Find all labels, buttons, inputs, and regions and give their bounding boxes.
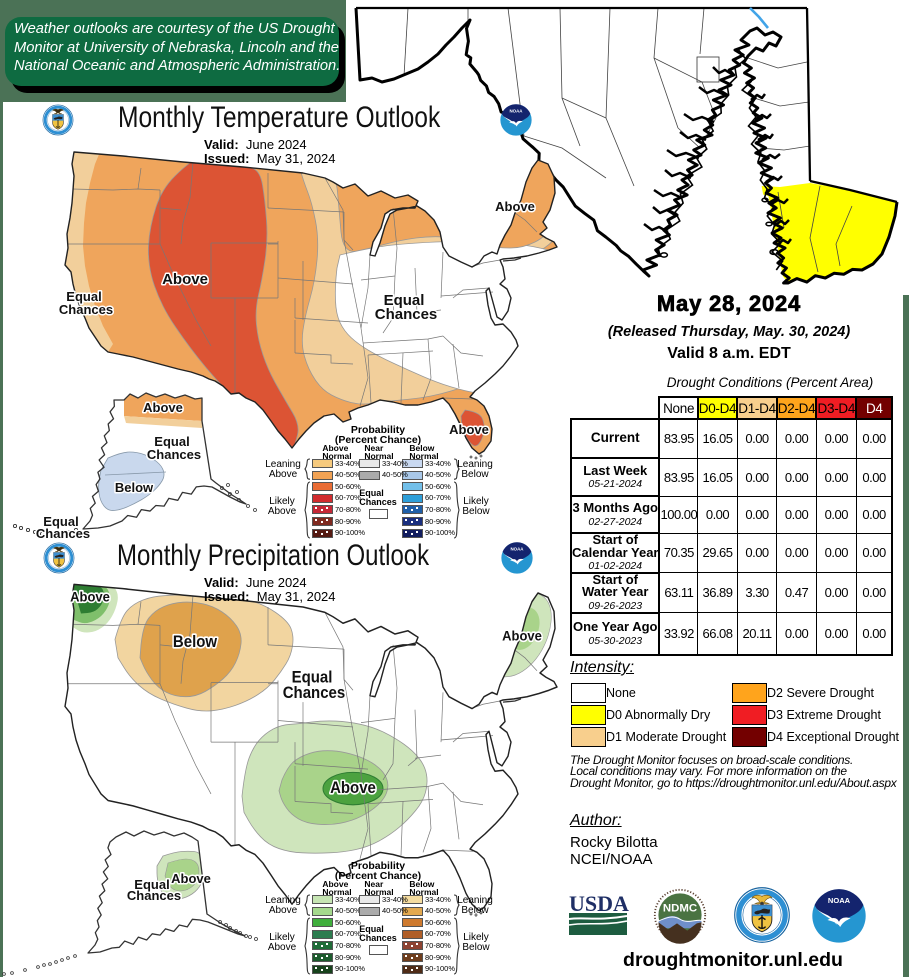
svg-text:Above: Above [171, 871, 211, 886]
svg-text:Chances: Chances [283, 684, 346, 702]
svg-text:Chances: Chances [147, 447, 201, 462]
svg-text:Equal: Equal [134, 877, 169, 892]
svg-text:Chances: Chances [59, 302, 113, 317]
svg-text:Above: Above [502, 628, 542, 644]
svg-text:Above: Above [162, 271, 208, 288]
svg-text:Above: Above [449, 422, 489, 437]
svg-text:Chances: Chances [36, 526, 90, 541]
svg-text:Above: Above [495, 199, 535, 214]
svg-text:NDMC: NDMC [663, 902, 697, 914]
svg-text:NOAA: NOAA [511, 547, 525, 552]
svg-text:Equal: Equal [292, 669, 333, 687]
svg-text:Equal: Equal [43, 514, 78, 529]
svg-text:NOAA: NOAA [510, 109, 524, 114]
svg-text:NOAA: NOAA [828, 896, 851, 905]
svg-text:Chances: Chances [375, 306, 438, 323]
svg-text:Equal: Equal [154, 434, 189, 449]
svg-text:Equal: Equal [384, 292, 425, 309]
svg-text:Above: Above [143, 400, 183, 415]
svg-text:Below: Below [173, 634, 218, 652]
svg-text:Chances: Chances [127, 888, 181, 903]
svg-text:Equal: Equal [66, 289, 101, 304]
svg-text:Above: Above [330, 779, 376, 797]
svg-text:Below: Below [115, 480, 154, 495]
svg-text:Above: Above [70, 589, 110, 605]
